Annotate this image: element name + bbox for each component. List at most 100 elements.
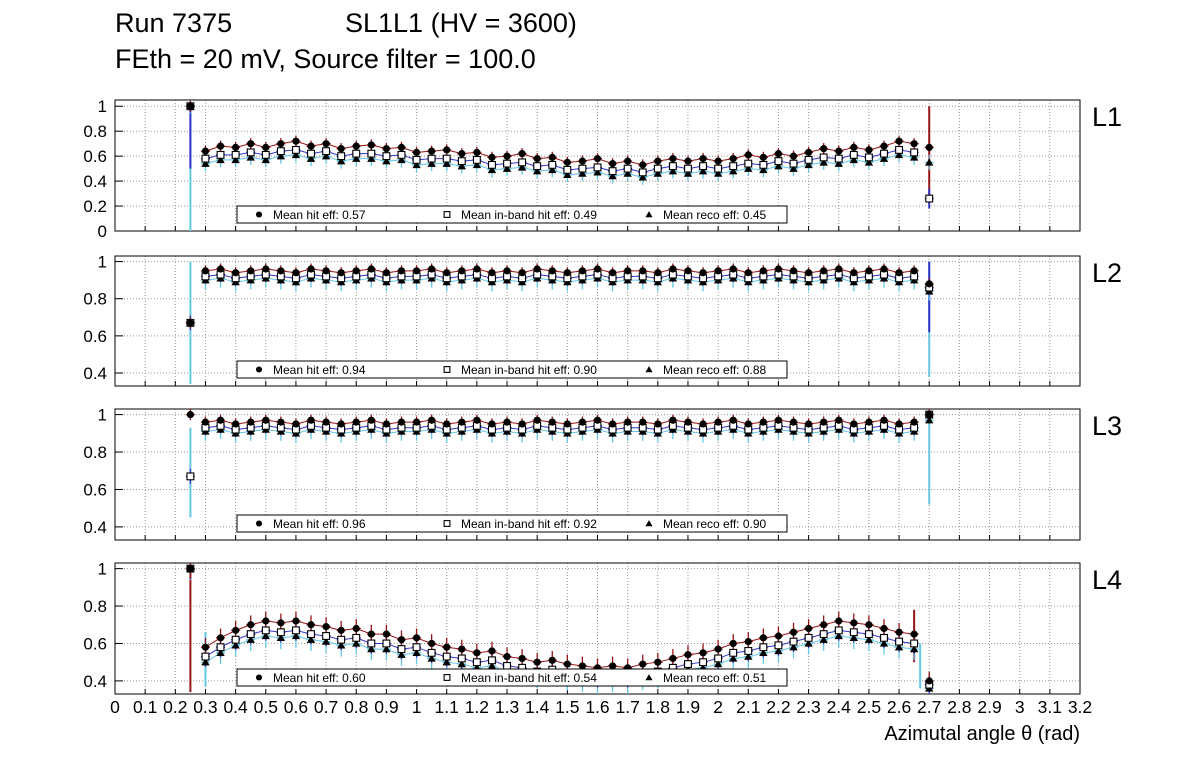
marker-circle-icon xyxy=(201,147,210,155)
marker-circle-icon xyxy=(397,267,406,275)
x-tick-label: 1.7 xyxy=(615,697,639,717)
marker-circle-icon xyxy=(503,652,511,661)
x-tick-label: 0.2 xyxy=(163,697,187,717)
marker-circle-icon xyxy=(367,416,375,424)
marker-circle-icon xyxy=(518,269,526,277)
marker-triangle-icon xyxy=(472,160,482,169)
x-tick-label: 1.5 xyxy=(555,697,579,717)
marker-circle-icon xyxy=(578,267,587,275)
marker-triangle-icon xyxy=(894,643,904,651)
marker-circle-icon xyxy=(458,645,466,653)
legend-label: Mean hit eff: 0.60 xyxy=(273,671,366,685)
marker-triangle-icon xyxy=(819,635,828,643)
marker-square-icon xyxy=(895,145,904,154)
marker-circle-icon xyxy=(322,623,330,631)
marker-circle-icon xyxy=(865,267,873,275)
panel-frame xyxy=(114,408,1081,541)
marker-triangle-icon xyxy=(683,169,693,177)
marker-square-icon xyxy=(443,366,451,373)
marker-square-icon xyxy=(925,194,934,203)
x-tick-label: 2.2 xyxy=(766,697,790,717)
x-tick-label: 1 xyxy=(412,697,422,717)
marker-circle-icon xyxy=(714,157,722,165)
x-tick-label: 3.1 xyxy=(1038,697,1062,717)
x-axis-title: Azimutal angle θ (rad) xyxy=(884,723,1080,745)
marker-circle-icon xyxy=(820,267,828,275)
marker-square-icon xyxy=(457,654,466,663)
marker-triangle-icon xyxy=(653,169,663,177)
marker-triangle-icon xyxy=(744,164,753,172)
marker-triangle-icon xyxy=(774,646,783,655)
marker-circle-icon xyxy=(850,420,858,428)
panel-label: L4 xyxy=(1092,565,1122,595)
marker-circle-icon xyxy=(337,145,345,153)
marker-circle-icon xyxy=(443,146,451,154)
marker-square-icon xyxy=(623,164,632,173)
marker-circle-icon xyxy=(503,418,511,426)
x-tick-label: 1.4 xyxy=(525,697,550,717)
marker-square-icon xyxy=(864,153,873,162)
marker-circle-icon xyxy=(639,161,647,169)
marker-square-icon xyxy=(608,167,617,176)
marker-square-icon xyxy=(337,635,346,644)
marker-square-icon xyxy=(563,165,572,174)
marker-circle-icon xyxy=(458,267,466,275)
marker-triangle-icon xyxy=(321,152,331,160)
marker-triangle-icon xyxy=(201,658,210,666)
panel-frame xyxy=(114,99,1081,232)
marker-square-icon xyxy=(910,639,919,648)
marker-square-icon xyxy=(367,639,376,648)
y-tick-label: 1 xyxy=(98,253,107,272)
marker-circle-icon xyxy=(337,626,345,634)
marker-circle-icon xyxy=(428,147,436,155)
marker-circle-icon xyxy=(578,418,587,426)
marker-circle-icon xyxy=(367,630,375,638)
marker-circle-icon xyxy=(428,416,436,424)
marker-circle-icon xyxy=(835,265,843,273)
x-tick-label: 2.1 xyxy=(736,697,760,717)
marker-circle-icon xyxy=(820,145,828,153)
panel-label: L1 xyxy=(1092,102,1122,132)
marker-circle-icon xyxy=(473,649,481,657)
marker-triangle-icon xyxy=(502,164,512,172)
marker-circle-icon xyxy=(684,651,692,659)
marker-square-icon xyxy=(880,149,888,158)
marker-square-icon xyxy=(744,647,753,655)
marker-circle-icon xyxy=(232,626,240,634)
marker-circle-icon xyxy=(307,416,315,424)
marker-circle-icon xyxy=(639,660,647,668)
marker-circle-icon xyxy=(865,146,873,154)
marker-circle-icon xyxy=(774,632,783,640)
marker-triangle-icon xyxy=(744,652,753,660)
marker-circle-icon xyxy=(789,152,798,160)
marker-square-icon xyxy=(443,520,451,527)
marker-square-icon xyxy=(729,648,738,657)
marker-circle-icon xyxy=(880,265,888,273)
marker-circle-icon xyxy=(277,140,285,148)
marker-circle-icon xyxy=(729,639,737,648)
marker-circle-icon xyxy=(774,150,783,158)
marker-circle-icon xyxy=(277,267,285,275)
marker-circle-icon xyxy=(397,636,406,644)
y-tick-label: 0.6 xyxy=(83,147,107,166)
marker-triangle-icon xyxy=(774,162,783,170)
marker-circle-icon xyxy=(488,420,496,428)
marker-circle-icon xyxy=(714,418,722,426)
marker-circle-icon xyxy=(247,418,255,426)
marker-square-icon xyxy=(337,152,346,161)
marker-circle-icon xyxy=(624,418,632,426)
marker-circle-icon xyxy=(247,267,255,275)
marker-square-icon xyxy=(819,630,828,639)
marker-circle-icon xyxy=(624,157,632,165)
marker-triangle-icon xyxy=(668,167,678,175)
marker-circle-icon xyxy=(412,418,421,426)
marker-circle-icon xyxy=(337,269,345,277)
legend-label: Mean in-band hit eff: 0.49 xyxy=(461,208,597,222)
marker-square-icon xyxy=(442,154,451,163)
marker-circle-icon xyxy=(518,150,526,158)
marker-triangle-icon xyxy=(713,169,723,177)
y-tick-label: 1 xyxy=(98,406,107,425)
marker-triangle-icon xyxy=(397,650,406,658)
y-tick-label: 0.2 xyxy=(83,197,107,216)
